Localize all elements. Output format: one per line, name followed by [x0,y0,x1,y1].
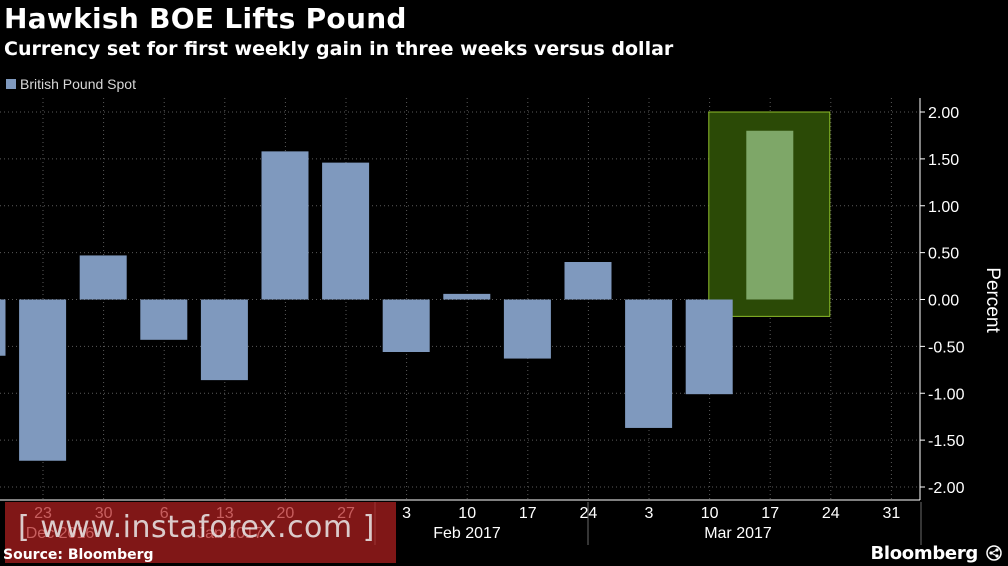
bar-2017-02-24 [564,262,612,300]
x-tick-label: 17 [519,505,537,522]
y-tick-label: -1.00 [928,386,965,403]
legend-swatch [6,79,16,89]
y-tick-label: 1.00 [928,199,959,216]
y-axis-label: Percent [982,267,1003,333]
bar-2017-03-03 [625,299,673,428]
bar-2017-02-03 [382,299,430,352]
x-tick-label: 31 [883,505,901,522]
chart-title: Hawkish BOE Lifts Pound [4,2,407,35]
bar-2017-01-27 [322,162,370,300]
y-tick-label: 0.50 [928,246,959,263]
bar-2017-02-10 [443,293,491,300]
chart-subtitle: Currency set for first weekly gain in th… [4,38,674,60]
bar-2017-01-20 [261,151,309,300]
bar-2017-02-17 [503,299,551,359]
share-icon [986,545,1002,561]
bar-2016-12-16 [0,299,6,356]
watermark-text: [ www.instaforex.com ] [18,510,375,545]
y-tick-label: -0.50 [928,339,965,356]
bar-2017-03-10 [685,299,733,395]
watermark-overlay [5,502,396,563]
source-note: Source: Bloomberg [3,547,154,563]
y-tick-label: 0.00 [928,293,959,310]
x-tick-label: 10 [458,505,476,522]
y-tick-label: 2.00 [928,105,959,122]
bar-2017-03-17 [746,130,794,300]
bar-2017-01-06 [140,299,188,340]
legend-label: British Pound Spot [20,76,136,92]
x-tick-label: 3 [645,505,654,522]
bar-2017-01-13 [200,299,248,381]
y-tick-label: 1.50 [928,152,959,169]
x-tick-label: 10 [701,505,719,522]
legend: British Pound Spot [6,76,136,92]
x-tick-label: 3 [402,505,411,522]
bar-2016-12-30 [79,255,127,300]
x-tick-label: 24 [822,505,840,522]
x-month-label: Mar 2017 [704,525,772,542]
y-tick-label: -2.00 [928,480,965,497]
x-month-label: Feb 2017 [433,525,501,542]
brand-logo: Bloomberg [870,543,978,564]
y-tick-label: -1.50 [928,433,965,450]
bar-2016-12-23 [19,299,67,461]
x-tick-label: 17 [761,505,779,522]
